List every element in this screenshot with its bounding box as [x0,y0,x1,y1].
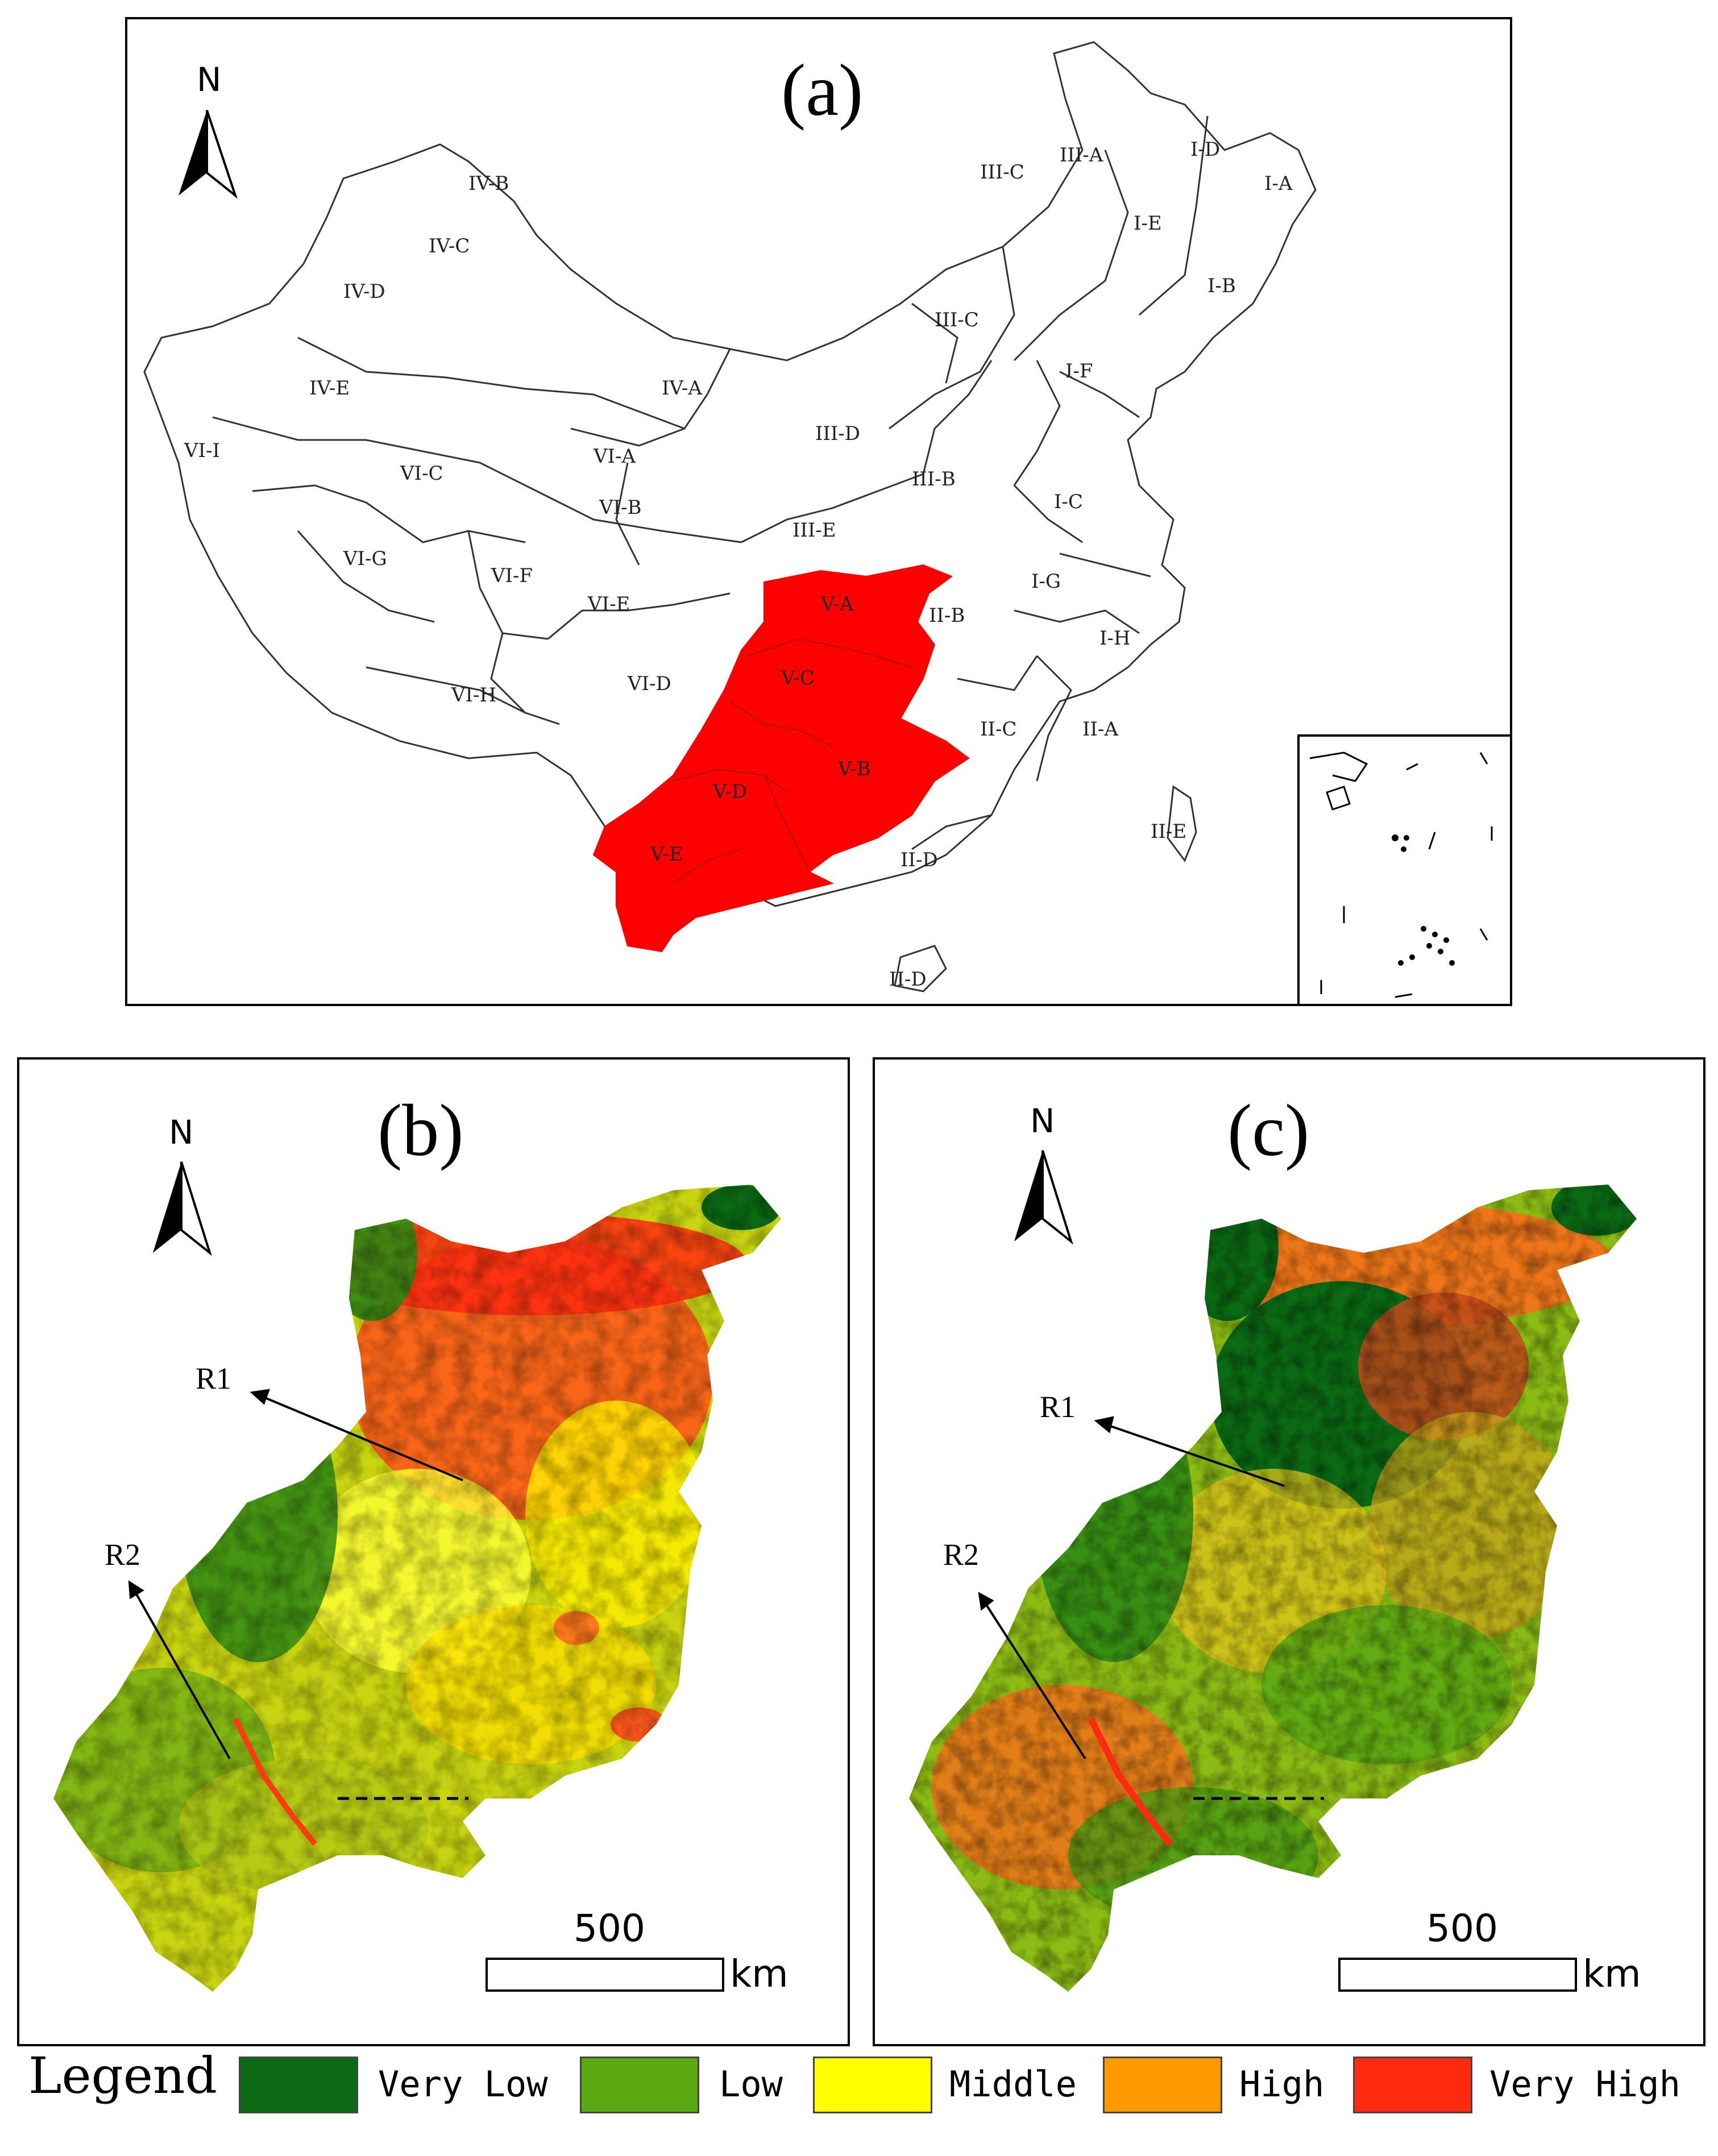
legend-label-high: High [1239,2063,1325,2105]
zone-label: V-D [712,780,747,803]
scale-value: 500 [1426,1906,1498,1950]
region-label-r2: R2 [105,1538,141,1572]
legend: Legend Very Low Low Middle High Very Hig… [0,2024,1718,2137]
north-arrow-icon: N [179,60,238,199]
zone-label: I-G [1031,570,1061,593]
zone-label: III-B [912,468,956,491]
panel-a-label: (a) [781,49,864,131]
legend-swatch-very-low [239,2057,358,2113]
china-zone-map: I-A I-B I-C I-D I-E I-F I-G I-H II-A II-… [143,41,1510,1004]
zone-label: V-A [820,593,854,616]
zone-label: II-D [901,849,938,871]
scale-value: 500 [574,1906,645,1950]
zone-label: I-H [1099,627,1131,650]
legend-title: Legend [28,2046,217,2105]
zone-label: VI-G [343,547,387,570]
zone-label: V-B [837,758,871,780]
risk-map-c [909,1185,1637,1992]
zone-label: VI-I [184,439,220,462]
panel-a-china-map: I-A I-B I-C I-D I-E I-F I-G I-H II-A II-… [125,17,1512,1006]
north-label: N [197,60,221,99]
zone-label: VI-C [400,462,443,485]
zone-label: IV-B [468,172,509,195]
panel-b-label: (b) [377,1090,464,1172]
zone-label: II-B [929,604,965,627]
region-label-r1: R1 [196,1361,232,1395]
scale-bar [1338,1958,1577,1992]
zone-label: IV-A [662,377,702,400]
panel-c-label: (c) [1227,1090,1310,1172]
legend-swatch-high [1103,2057,1222,2113]
zone-label: II-D [889,968,927,991]
zone-label: III-C [935,309,979,331]
scale-unit: km [1583,1952,1641,1996]
zone-label: IV-D [343,280,385,303]
arrow-r1 [1102,1422,1285,1487]
legend-label-very-high: Very High [1489,2063,1680,2105]
zone-label: I-E [1134,212,1162,235]
zone-label: II-A [1082,718,1118,741]
legend-label-low: Low [719,2063,783,2105]
zone-label: VI-F [491,564,533,587]
zone-label: III-C [980,161,1024,184]
arrow-r2 [982,1598,1086,1760]
legend-swatch-low [580,2057,699,2113]
scale-bar [485,1958,724,1992]
panel-b-map: (b) R1 R2 N 500 km [17,1057,850,2046]
region-label-r2: R2 [943,1538,980,1572]
zone-label: I-A [1264,172,1293,195]
arrow-r2 [132,1588,231,1759]
zone-label: I-C [1054,491,1083,513]
zone-label: III-D [815,422,860,445]
zone-label: VI-D [627,672,671,695]
zone-label: IV-E [309,377,350,400]
zone-label: V-E [650,843,683,866]
zone-label: II-C [980,718,1016,741]
north-arrow-icon: N [153,1113,212,1256]
legend-label-very-low: Very Low [378,2063,548,2105]
north-label: N [169,1113,193,1152]
zone-label: VI-E [587,593,630,616]
zone-label: VI-A [593,445,636,468]
legend-swatch-middle [813,2057,932,2113]
zone-label: VI-B [599,496,641,519]
south-china-sea-inset [1297,734,1510,1004]
north-arrow-icon: N [1014,1102,1073,1245]
zone-label: VI-H [451,684,496,707]
arrow-r1 [258,1394,463,1481]
zone-label: II-E [1151,820,1186,843]
zone-label: III-E [792,519,836,542]
risk-map-b [53,1185,781,1992]
zone-label: IV-C [429,235,470,257]
scale-unit: km [730,1952,789,1996]
zone-label: I-B [1207,275,1236,297]
legend-swatch-very-high [1353,2057,1472,2113]
zone-label: I-D [1190,138,1220,161]
zone-label: I-F [1065,360,1093,383]
region-label-r1: R1 [1040,1390,1076,1424]
zone-label: V-C [781,667,815,689]
north-label: N [1030,1102,1055,1140]
zone-v-highlight [592,564,970,953]
zone-label: III-A [1060,144,1103,167]
legend-label-middle: Middle [949,2063,1077,2105]
panel-c-map: (c) R1 R2 N 500 km [873,1057,1705,2046]
